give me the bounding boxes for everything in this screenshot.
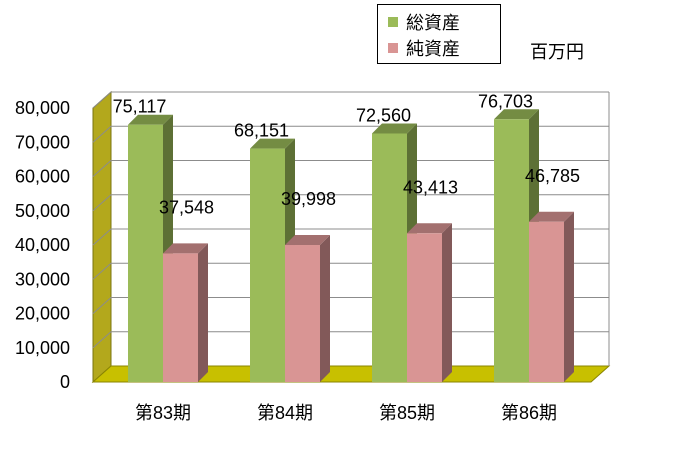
y-tick-label: 10,000 xyxy=(15,338,70,358)
y-axis-tick-labels: 0 10,000 20,000 30,000 40,000 50,000 60,000 70,… xyxy=(15,98,70,392)
data-label: 39,998 xyxy=(281,189,336,209)
bar-front xyxy=(529,221,564,382)
data-label: 37,548 xyxy=(159,197,214,217)
bar-top xyxy=(372,123,417,134)
bar-top xyxy=(128,114,173,125)
bar-front xyxy=(372,133,407,382)
data-label: 43,413 xyxy=(403,177,458,197)
bar-net-assets-1 xyxy=(163,243,208,382)
y-tick-label: 80,000 xyxy=(15,98,70,118)
bar-top xyxy=(250,138,295,149)
bar-top xyxy=(163,243,208,254)
bar-side xyxy=(564,211,574,382)
bar-top xyxy=(285,235,330,246)
bar-side xyxy=(442,223,452,382)
legend-label-net-assets: 純資産 xyxy=(406,39,460,60)
bar-net-assets-3 xyxy=(407,223,452,382)
y-tick-label: 70,000 xyxy=(15,132,70,152)
gridline xyxy=(92,125,609,143)
data-labels: 75,117 37,548 68,151 39,998 72,560 43,413 76,7… xyxy=(113,91,580,217)
y-tick-label: 30,000 xyxy=(15,269,70,289)
bar-front xyxy=(163,253,198,382)
x-axis-tick-labels: 第83期 第84期 第85期 第86期 xyxy=(135,403,557,423)
bar-net-assets-2 xyxy=(285,235,330,382)
bar-total-assets-4 xyxy=(494,109,539,382)
bar-side xyxy=(320,235,330,382)
data-label: 76,703 xyxy=(478,91,533,111)
data-label: 46,785 xyxy=(525,166,580,186)
gridline xyxy=(92,91,609,109)
y-tick-label: 60,000 xyxy=(15,167,70,187)
bar-net-assets-4 xyxy=(529,211,574,382)
legend-label-total-assets: 総資産 xyxy=(406,13,460,34)
bar-top xyxy=(407,223,452,234)
gridline xyxy=(92,160,609,177)
bar-front xyxy=(285,245,320,382)
gridlines xyxy=(92,91,610,366)
data-label: 68,151 xyxy=(234,121,289,141)
bar-top xyxy=(494,109,539,120)
y-tick-label: 0 xyxy=(60,372,70,392)
y-tick-label: 40,000 xyxy=(15,235,70,255)
legend: 総資産 純資産 xyxy=(377,4,501,64)
unit-label: 百万円 xyxy=(530,42,584,63)
x-tick-label: 第85期 xyxy=(379,403,435,423)
bars xyxy=(128,109,574,383)
bar-front xyxy=(407,233,442,382)
bar-front xyxy=(494,119,529,382)
y-tick-label: 20,000 xyxy=(15,304,70,324)
x-tick-label: 第86期 xyxy=(501,403,557,423)
legend-swatch-net-assets xyxy=(388,43,398,53)
legend-item-net-assets: 純資産 xyxy=(388,36,460,60)
data-label: 72,560 xyxy=(356,105,411,125)
legend-item-total-assets: 総資産 xyxy=(388,10,460,34)
x-tick-label: 第84期 xyxy=(257,403,313,423)
gridline xyxy=(92,194,609,212)
data-label: 75,117 xyxy=(113,97,167,117)
bar-side xyxy=(198,243,208,382)
bar-total-assets-2 xyxy=(250,138,295,382)
legend-swatch-total-assets xyxy=(388,17,398,27)
x-tick-label: 第83期 xyxy=(135,403,191,423)
y-tick-label: 50,000 xyxy=(15,201,70,221)
bar-top xyxy=(529,211,574,222)
bar-front xyxy=(128,124,163,382)
bar-front xyxy=(250,148,285,382)
